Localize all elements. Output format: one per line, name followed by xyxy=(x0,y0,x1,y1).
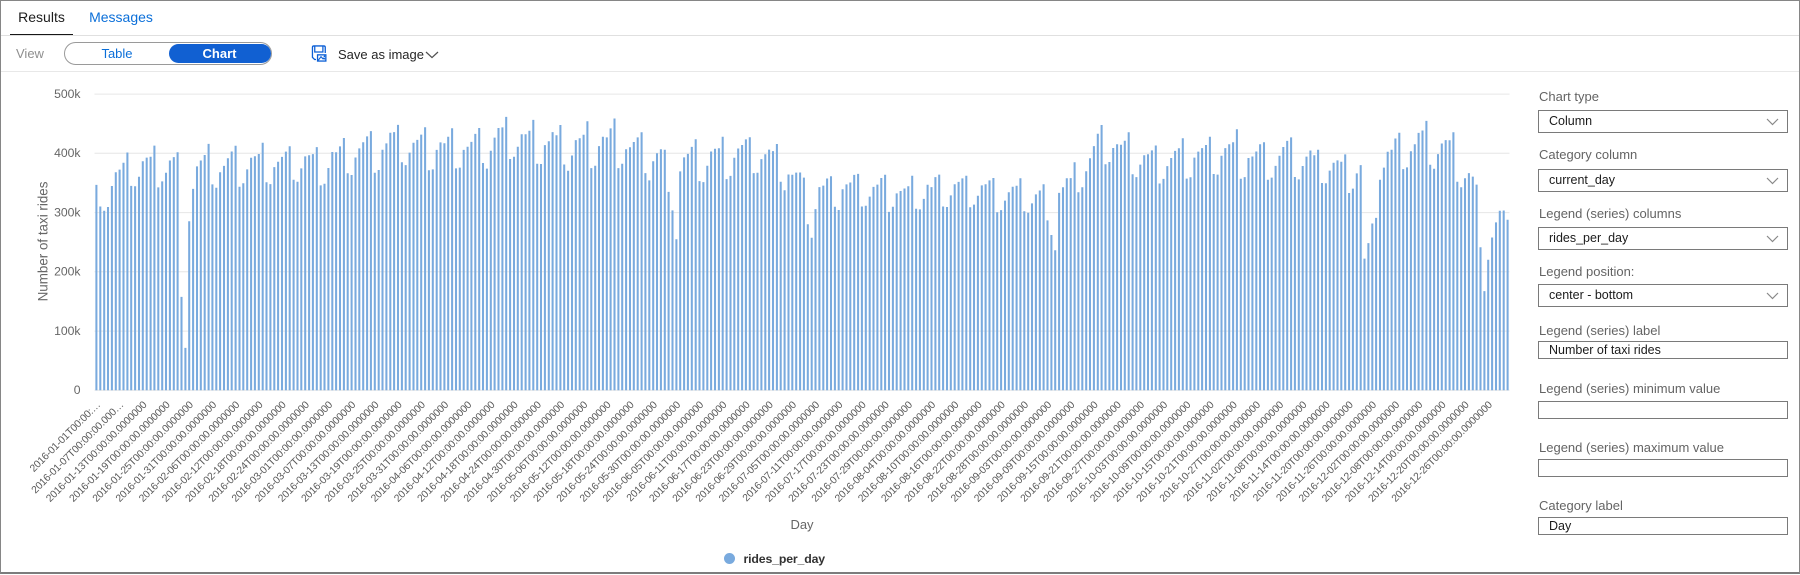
svg-text:500k: 500k xyxy=(54,87,81,101)
svg-text:Number of taxi rides: Number of taxi rides xyxy=(36,181,51,301)
svg-text:300k: 300k xyxy=(54,205,81,219)
svg-text:Day: Day xyxy=(790,517,814,532)
svg-text:200k: 200k xyxy=(54,265,81,279)
svg-text:100k: 100k xyxy=(54,324,81,338)
svg-text:0: 0 xyxy=(74,383,81,397)
svg-text:400k: 400k xyxy=(54,146,81,160)
svg-text:rides_per_day: rides_per_day xyxy=(744,552,826,566)
